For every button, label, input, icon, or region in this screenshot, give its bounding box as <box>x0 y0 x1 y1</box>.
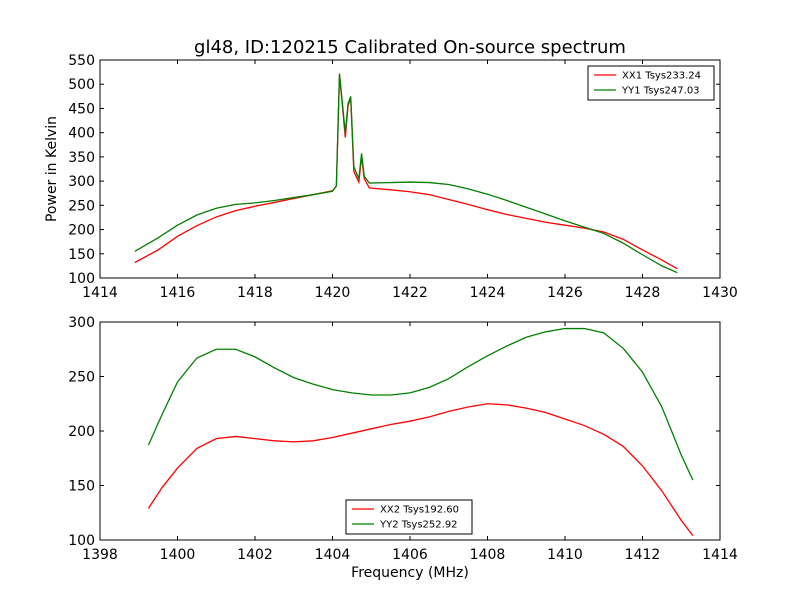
y-tick-label: 200 <box>68 223 95 239</box>
x-tick-label: 1416 <box>160 285 196 301</box>
y-tick-label: 150 <box>68 247 95 263</box>
y-tick-label: 450 <box>68 101 95 117</box>
legend-box <box>345 499 473 535</box>
y-tick-label: 200 <box>68 424 95 440</box>
y-tick-label: 150 <box>68 479 95 495</box>
y-tick-label: 100 <box>68 533 95 549</box>
x-tick-label: 1414 <box>82 285 118 301</box>
x-tick-label: 1422 <box>392 285 428 301</box>
x-tick-label: 1412 <box>625 547 661 563</box>
x-tick-label: 1420 <box>315 285 351 301</box>
x-tick-label: 1424 <box>470 285 506 301</box>
y-tick-label: 550 <box>68 53 95 69</box>
x-tick-label: 1426 <box>547 285 583 301</box>
y-tick-label: 250 <box>68 370 95 386</box>
y-tick-label: 350 <box>68 150 95 166</box>
series-line-2 <box>134 73 678 274</box>
x-tick-label: 1406 <box>392 547 428 563</box>
x-tick-label: 1408 <box>470 547 506 563</box>
legend-label: XX2 Tsys192.60 <box>380 505 459 516</box>
x-tick-label: 1402 <box>237 547 273 563</box>
x-tick-label: 1428 <box>625 285 661 301</box>
x-tick-label: 1418 <box>237 285 273 301</box>
legend: XX2 Tsys192.60 YY2 Tsys252.92 <box>345 499 473 535</box>
legend-label: YY1 Tsys247.03 <box>621 86 700 97</box>
bottom-plot-area: 1398 1400 1402 1404 1406 1408 1410 1412 1414 100 1… <box>68 315 738 563</box>
y-tick-label: 300 <box>68 174 95 190</box>
chart-title: gl48, ID:120215 Calibrated On-source spe… <box>194 37 626 58</box>
legend: XX1 Tsys233.24 YY1 Tsys247.03 <box>587 65 715 101</box>
legend-box <box>587 65 715 101</box>
series-line-1 <box>147 403 694 537</box>
top-plot-area: 1414 1416 1418 1420 1422 1424 1426 1428 1430 100 1… <box>68 53 738 301</box>
x-tick-label: 1400 <box>160 547 196 563</box>
y-tick-label: 250 <box>68 198 95 214</box>
x-axis-label-bottom: Frequency (MHz) <box>351 565 469 581</box>
x-tick-label: 1430 <box>702 285 738 301</box>
x-tick-label: 1404 <box>315 547 351 563</box>
series-line-2 <box>147 327 694 481</box>
y-axis-label-top: Power in Kelvin <box>44 116 60 222</box>
y-tick-label: 100 <box>68 271 95 287</box>
x-tick-label: 1410 <box>547 547 583 563</box>
legend-label: XX1 Tsys233.24 <box>622 71 701 82</box>
y-tick-label: 400 <box>68 126 95 142</box>
legend-label: YY2 Tsys252.92 <box>379 520 458 531</box>
x-tick-label: 1398 <box>82 547 118 563</box>
y-tick-label: 500 <box>68 77 95 93</box>
x-tick-label: 1414 <box>702 547 738 563</box>
y-tick-label: 300 <box>68 315 95 331</box>
